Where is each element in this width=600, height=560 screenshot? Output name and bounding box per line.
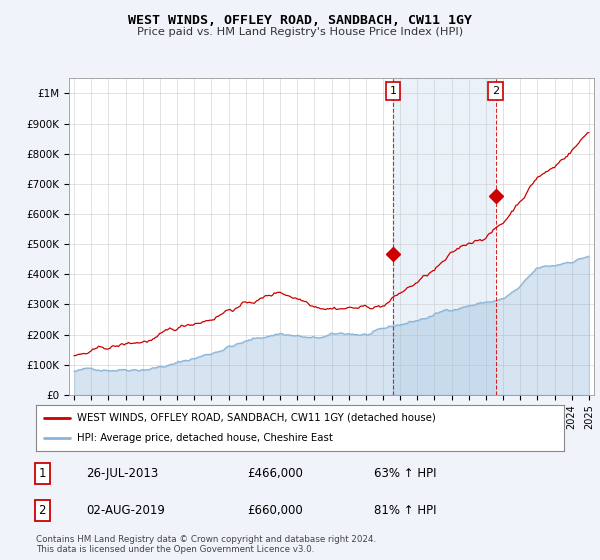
Text: Price paid vs. HM Land Registry's House Price Index (HPI): Price paid vs. HM Land Registry's House … <box>137 27 463 37</box>
Text: WEST WINDS, OFFLEY ROAD, SANDBACH, CW11 1GY (detached house): WEST WINDS, OFFLEY ROAD, SANDBACH, CW11 … <box>77 413 436 423</box>
Text: 1: 1 <box>389 86 397 96</box>
Text: Contains HM Land Registry data © Crown copyright and database right 2024.
This d: Contains HM Land Registry data © Crown c… <box>36 535 376 554</box>
Text: £466,000: £466,000 <box>247 467 303 480</box>
Text: 2: 2 <box>38 504 46 517</box>
Text: 63% ↑ HPI: 63% ↑ HPI <box>374 467 436 480</box>
Text: WEST WINDS, OFFLEY ROAD, SANDBACH, CW11 1GY: WEST WINDS, OFFLEY ROAD, SANDBACH, CW11 … <box>128 14 472 27</box>
Text: 2: 2 <box>493 86 499 96</box>
Text: HPI: Average price, detached house, Cheshire East: HPI: Average price, detached house, Ches… <box>77 433 333 443</box>
Text: £660,000: £660,000 <box>247 504 303 517</box>
Text: 81% ↑ HPI: 81% ↑ HPI <box>374 504 436 517</box>
Text: 1: 1 <box>38 467 46 480</box>
Text: 02-AUG-2019: 02-AUG-2019 <box>86 504 165 517</box>
Text: 26-JUL-2013: 26-JUL-2013 <box>86 467 158 480</box>
